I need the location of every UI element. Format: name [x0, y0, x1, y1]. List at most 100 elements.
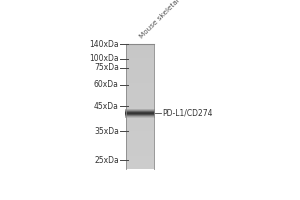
- Bar: [126, 122, 154, 123]
- Bar: [126, 159, 154, 160]
- Bar: [126, 104, 154, 105]
- Bar: [126, 44, 154, 45]
- Bar: [126, 154, 154, 155]
- Bar: [126, 143, 154, 144]
- Bar: [126, 81, 154, 82]
- Bar: [126, 151, 154, 152]
- Bar: [126, 113, 154, 114]
- Bar: [126, 65, 154, 66]
- Bar: [126, 135, 154, 136]
- Bar: [126, 102, 154, 103]
- Bar: [126, 84, 154, 85]
- Bar: [126, 51, 154, 52]
- Bar: [126, 144, 154, 145]
- Bar: [126, 131, 154, 132]
- Bar: [126, 89, 154, 90]
- Bar: [126, 163, 154, 164]
- Bar: [126, 56, 154, 57]
- Bar: [126, 74, 154, 75]
- Bar: [126, 86, 154, 87]
- Bar: [126, 98, 154, 99]
- Bar: [126, 134, 154, 135]
- Bar: [126, 100, 154, 101]
- Bar: [126, 148, 154, 149]
- Bar: [126, 103, 154, 104]
- Bar: [126, 75, 154, 76]
- Bar: [126, 124, 154, 125]
- Text: 25xDa: 25xDa: [94, 156, 119, 165]
- Bar: [126, 160, 154, 161]
- Bar: [126, 48, 154, 49]
- Bar: [126, 107, 154, 108]
- Bar: [126, 49, 154, 50]
- Bar: [126, 147, 154, 148]
- Bar: [126, 99, 154, 100]
- Bar: [126, 50, 154, 51]
- Bar: [126, 60, 154, 61]
- Bar: [126, 59, 154, 60]
- Text: Mouse skeletal muscle: Mouse skeletal muscle: [138, 0, 200, 39]
- Bar: [126, 87, 154, 88]
- Bar: [126, 162, 154, 163]
- Bar: [126, 70, 154, 71]
- Bar: [126, 83, 154, 84]
- Text: 100xDa: 100xDa: [89, 54, 119, 63]
- Bar: [126, 75, 154, 76]
- Bar: [126, 78, 154, 79]
- Bar: [126, 167, 154, 168]
- Bar: [126, 88, 154, 89]
- Bar: [126, 118, 154, 119]
- Bar: [126, 119, 154, 120]
- Bar: [126, 47, 154, 48]
- Bar: [126, 139, 154, 140]
- Text: 60xDa: 60xDa: [94, 80, 119, 89]
- Bar: [126, 66, 154, 67]
- Bar: [126, 126, 154, 127]
- Bar: [126, 80, 154, 81]
- Bar: [126, 130, 154, 131]
- Bar: [126, 46, 154, 47]
- Bar: [126, 93, 154, 94]
- Bar: [126, 68, 154, 69]
- Bar: [126, 55, 154, 56]
- Bar: [126, 138, 154, 139]
- Bar: [126, 90, 154, 91]
- Bar: [126, 82, 154, 83]
- Text: 45xDa: 45xDa: [94, 102, 119, 111]
- Bar: [126, 120, 154, 121]
- Bar: [126, 123, 154, 124]
- Bar: [126, 142, 154, 143]
- Bar: [126, 146, 154, 147]
- Bar: [126, 164, 154, 165]
- Bar: [126, 79, 154, 80]
- Bar: [126, 61, 154, 62]
- Bar: [126, 129, 154, 130]
- Bar: [126, 137, 154, 138]
- Bar: [126, 125, 154, 126]
- Bar: [126, 110, 154, 111]
- Bar: [126, 112, 154, 113]
- Bar: [126, 105, 154, 106]
- Bar: [126, 152, 154, 153]
- Bar: [126, 58, 154, 59]
- Bar: [126, 46, 154, 47]
- Bar: [126, 94, 154, 95]
- Bar: [126, 96, 154, 97]
- Bar: [126, 100, 154, 101]
- Bar: [126, 105, 154, 106]
- Bar: [126, 140, 154, 141]
- Bar: [126, 149, 154, 150]
- Bar: [126, 70, 154, 71]
- Bar: [126, 133, 154, 134]
- Bar: [126, 141, 154, 142]
- Bar: [126, 52, 154, 53]
- Bar: [126, 63, 154, 64]
- Bar: [126, 108, 154, 109]
- Bar: [126, 95, 154, 96]
- Bar: [126, 114, 154, 115]
- Bar: [126, 132, 154, 133]
- Bar: [126, 150, 154, 151]
- Bar: [126, 65, 154, 66]
- Bar: [126, 110, 154, 111]
- Bar: [126, 73, 154, 74]
